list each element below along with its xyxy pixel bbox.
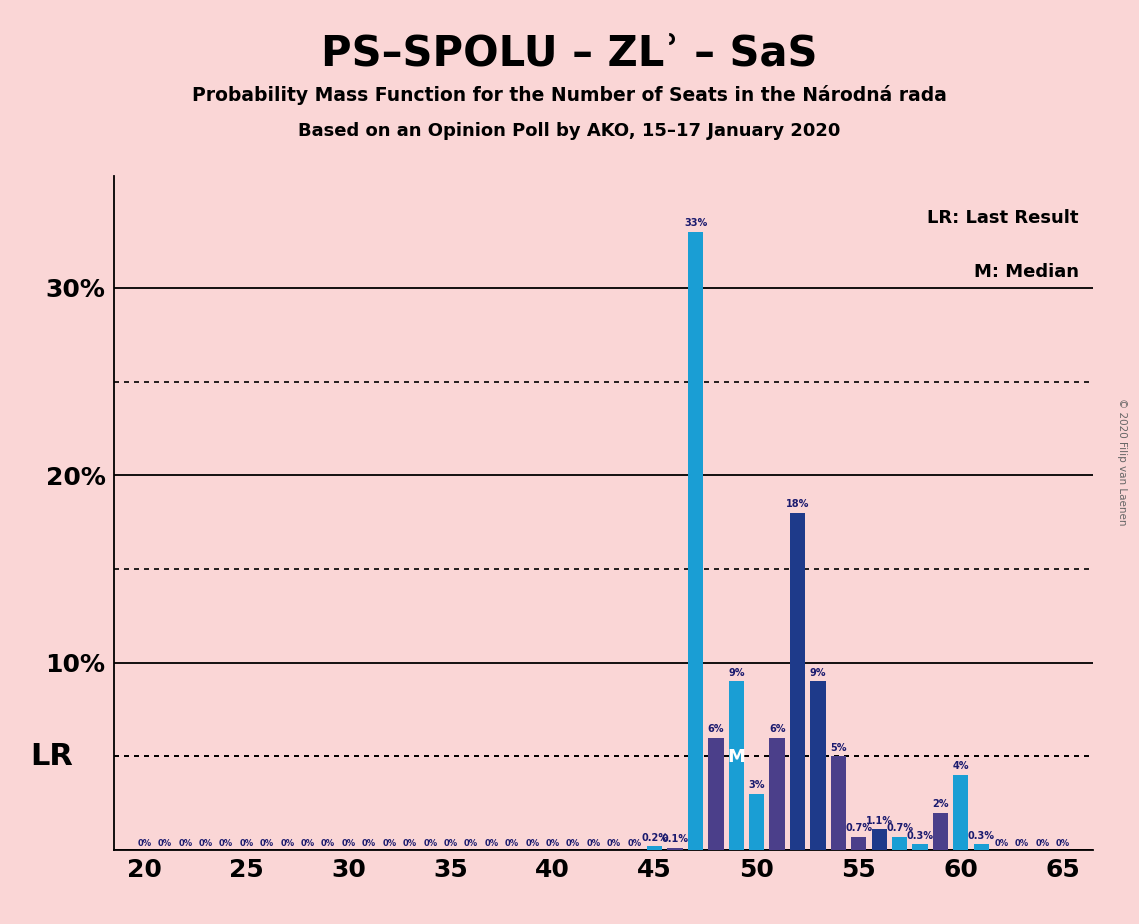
- Text: 0.3%: 0.3%: [968, 831, 994, 841]
- Text: 0%: 0%: [1015, 839, 1029, 848]
- Text: 0%: 0%: [301, 839, 314, 848]
- Text: 9%: 9%: [728, 668, 745, 677]
- Bar: [708, 737, 723, 850]
- Text: M: M: [728, 748, 745, 766]
- Bar: [749, 794, 764, 850]
- Text: 0%: 0%: [362, 839, 376, 848]
- Text: 0%: 0%: [424, 839, 437, 848]
- Text: M: Median: M: Median: [974, 263, 1079, 281]
- Text: 0%: 0%: [342, 839, 355, 848]
- Bar: [729, 682, 744, 850]
- Text: 0%: 0%: [179, 839, 192, 848]
- Bar: [810, 682, 826, 850]
- Text: 0%: 0%: [198, 839, 213, 848]
- Text: 0%: 0%: [505, 839, 519, 848]
- Text: 0%: 0%: [138, 839, 151, 848]
- Text: 0.7%: 0.7%: [845, 823, 872, 833]
- Text: 0%: 0%: [566, 839, 580, 848]
- Bar: [667, 848, 682, 850]
- Text: 1.1%: 1.1%: [866, 816, 893, 826]
- Bar: [789, 513, 805, 850]
- Bar: [871, 830, 887, 850]
- Bar: [953, 775, 968, 850]
- Bar: [933, 812, 948, 850]
- Text: 5%: 5%: [830, 743, 846, 753]
- Bar: [688, 232, 703, 850]
- Bar: [851, 837, 867, 850]
- Text: 0%: 0%: [280, 839, 294, 848]
- Text: 3%: 3%: [748, 780, 765, 790]
- Text: 0%: 0%: [1056, 839, 1070, 848]
- Text: LR: Last Result: LR: Last Result: [927, 210, 1079, 227]
- Text: 0%: 0%: [260, 839, 274, 848]
- Text: Probability Mass Function for the Number of Seats in the Národná rada: Probability Mass Function for the Number…: [192, 85, 947, 105]
- Text: 0%: 0%: [994, 839, 1009, 848]
- Text: 0.2%: 0.2%: [641, 833, 669, 843]
- Text: © 2020 Filip van Laenen: © 2020 Filip van Laenen: [1117, 398, 1126, 526]
- Text: LR: LR: [31, 742, 74, 771]
- Text: 0%: 0%: [219, 839, 233, 848]
- Text: 0%: 0%: [607, 839, 621, 848]
- Text: 0%: 0%: [546, 839, 559, 848]
- Text: 6%: 6%: [707, 723, 724, 734]
- Text: 0%: 0%: [239, 839, 254, 848]
- Text: 18%: 18%: [786, 499, 809, 509]
- Text: 0%: 0%: [443, 839, 458, 848]
- Text: 0%: 0%: [321, 839, 335, 848]
- Text: 0%: 0%: [383, 839, 396, 848]
- Text: Based on an Opinion Poll by AKO, 15–17 January 2020: Based on an Opinion Poll by AKO, 15–17 J…: [298, 122, 841, 140]
- Text: 0%: 0%: [484, 839, 499, 848]
- Bar: [892, 837, 908, 850]
- Text: 0.1%: 0.1%: [662, 834, 689, 845]
- Text: 33%: 33%: [683, 218, 707, 228]
- Text: 4%: 4%: [952, 761, 969, 772]
- Bar: [974, 845, 989, 850]
- Text: 0%: 0%: [464, 839, 478, 848]
- Text: 6%: 6%: [769, 723, 786, 734]
- Bar: [830, 757, 846, 850]
- Text: 0%: 0%: [403, 839, 417, 848]
- Text: 0%: 0%: [628, 839, 641, 848]
- Bar: [647, 846, 663, 850]
- Text: 9%: 9%: [810, 668, 826, 677]
- Text: 0%: 0%: [1035, 839, 1049, 848]
- Text: 2%: 2%: [932, 799, 949, 808]
- Text: 0.7%: 0.7%: [886, 823, 913, 833]
- Bar: [912, 845, 927, 850]
- Text: 0%: 0%: [158, 839, 172, 848]
- Bar: [770, 737, 785, 850]
- Text: 0.3%: 0.3%: [907, 831, 934, 841]
- Text: PS–SPOLU – ZLʾ – SaS: PS–SPOLU – ZLʾ – SaS: [321, 32, 818, 74]
- Text: 0%: 0%: [525, 839, 539, 848]
- Text: 0%: 0%: [587, 839, 600, 848]
